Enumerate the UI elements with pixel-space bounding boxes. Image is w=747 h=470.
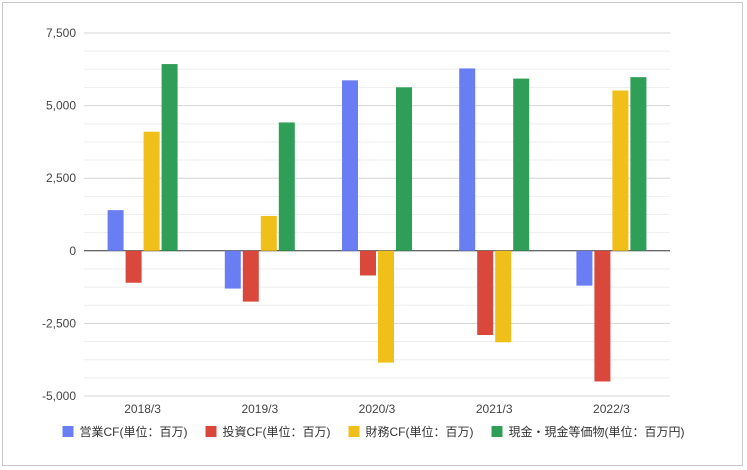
legend-label: 投資CF(単位：百万): [223, 424, 331, 439]
legend: 営業CF(単位：百万) 投資CF(単位：百万) 財務CF(単位：百万) 現金・現金等価…: [62, 424, 685, 439]
x-tick-label: 2022/3: [593, 402, 630, 416]
bars: [107, 64, 647, 382]
x-tick-label: 2019/3: [241, 402, 278, 416]
bar: [260, 215, 277, 251]
bar: [342, 80, 358, 251]
bar: [513, 78, 530, 251]
bar: [278, 122, 295, 251]
y-tick-label: 0: [69, 244, 76, 258]
legend-label: 現金・現金等価物(単位：百万円): [509, 424, 685, 439]
y-axis: -5,000 -2,500 0 2,500 5,000 7,500: [42, 26, 670, 403]
legend-swatch: [205, 426, 217, 437]
bar: [378, 250, 394, 363]
gridlines: [84, 32, 670, 397]
legend-item: 投資CF(単位：百万): [205, 424, 331, 439]
bar: [495, 250, 512, 343]
bar: [459, 68, 476, 251]
bar: [125, 250, 142, 283]
bar: [143, 131, 160, 251]
y-tick-label: -5,000: [42, 389, 76, 403]
x-tick-label: 2018/3: [124, 402, 161, 416]
bar: [242, 250, 259, 302]
bar: [161, 64, 178, 251]
y-tick-label: 2,500: [46, 171, 76, 185]
bar: [576, 250, 593, 286]
legend-label: 財務CF(単位：百万): [366, 424, 474, 439]
bar: [396, 87, 412, 251]
bar: [360, 250, 376, 276]
x-axis: 2018/3 2019/3 2020/3 2021/3 2022/3: [124, 402, 630, 416]
legend-label: 営業CF(単位：百万): [80, 424, 188, 439]
bar: [612, 90, 629, 251]
bar: [594, 250, 611, 382]
legend-swatch: [62, 426, 74, 437]
legend-swatch: [491, 426, 503, 437]
legend-item: 現金・現金等価物(単位：百万円): [491, 424, 685, 439]
legend-item: 財務CF(単位：百万): [348, 424, 474, 439]
bar: [477, 250, 494, 336]
legend-swatch: [348, 426, 360, 437]
y-tick-label: 5,000: [46, 99, 76, 113]
x-tick-label: 2021/3: [476, 402, 513, 416]
y-tick-label: 7,500: [46, 26, 76, 40]
bar: [107, 210, 124, 251]
legend-item: 営業CF(単位：百万): [62, 424, 188, 439]
bar: [224, 250, 241, 289]
x-tick-label: 2020/3: [359, 402, 396, 416]
y-tick-label: -2,500: [42, 316, 76, 330]
bar: [630, 77, 647, 251]
